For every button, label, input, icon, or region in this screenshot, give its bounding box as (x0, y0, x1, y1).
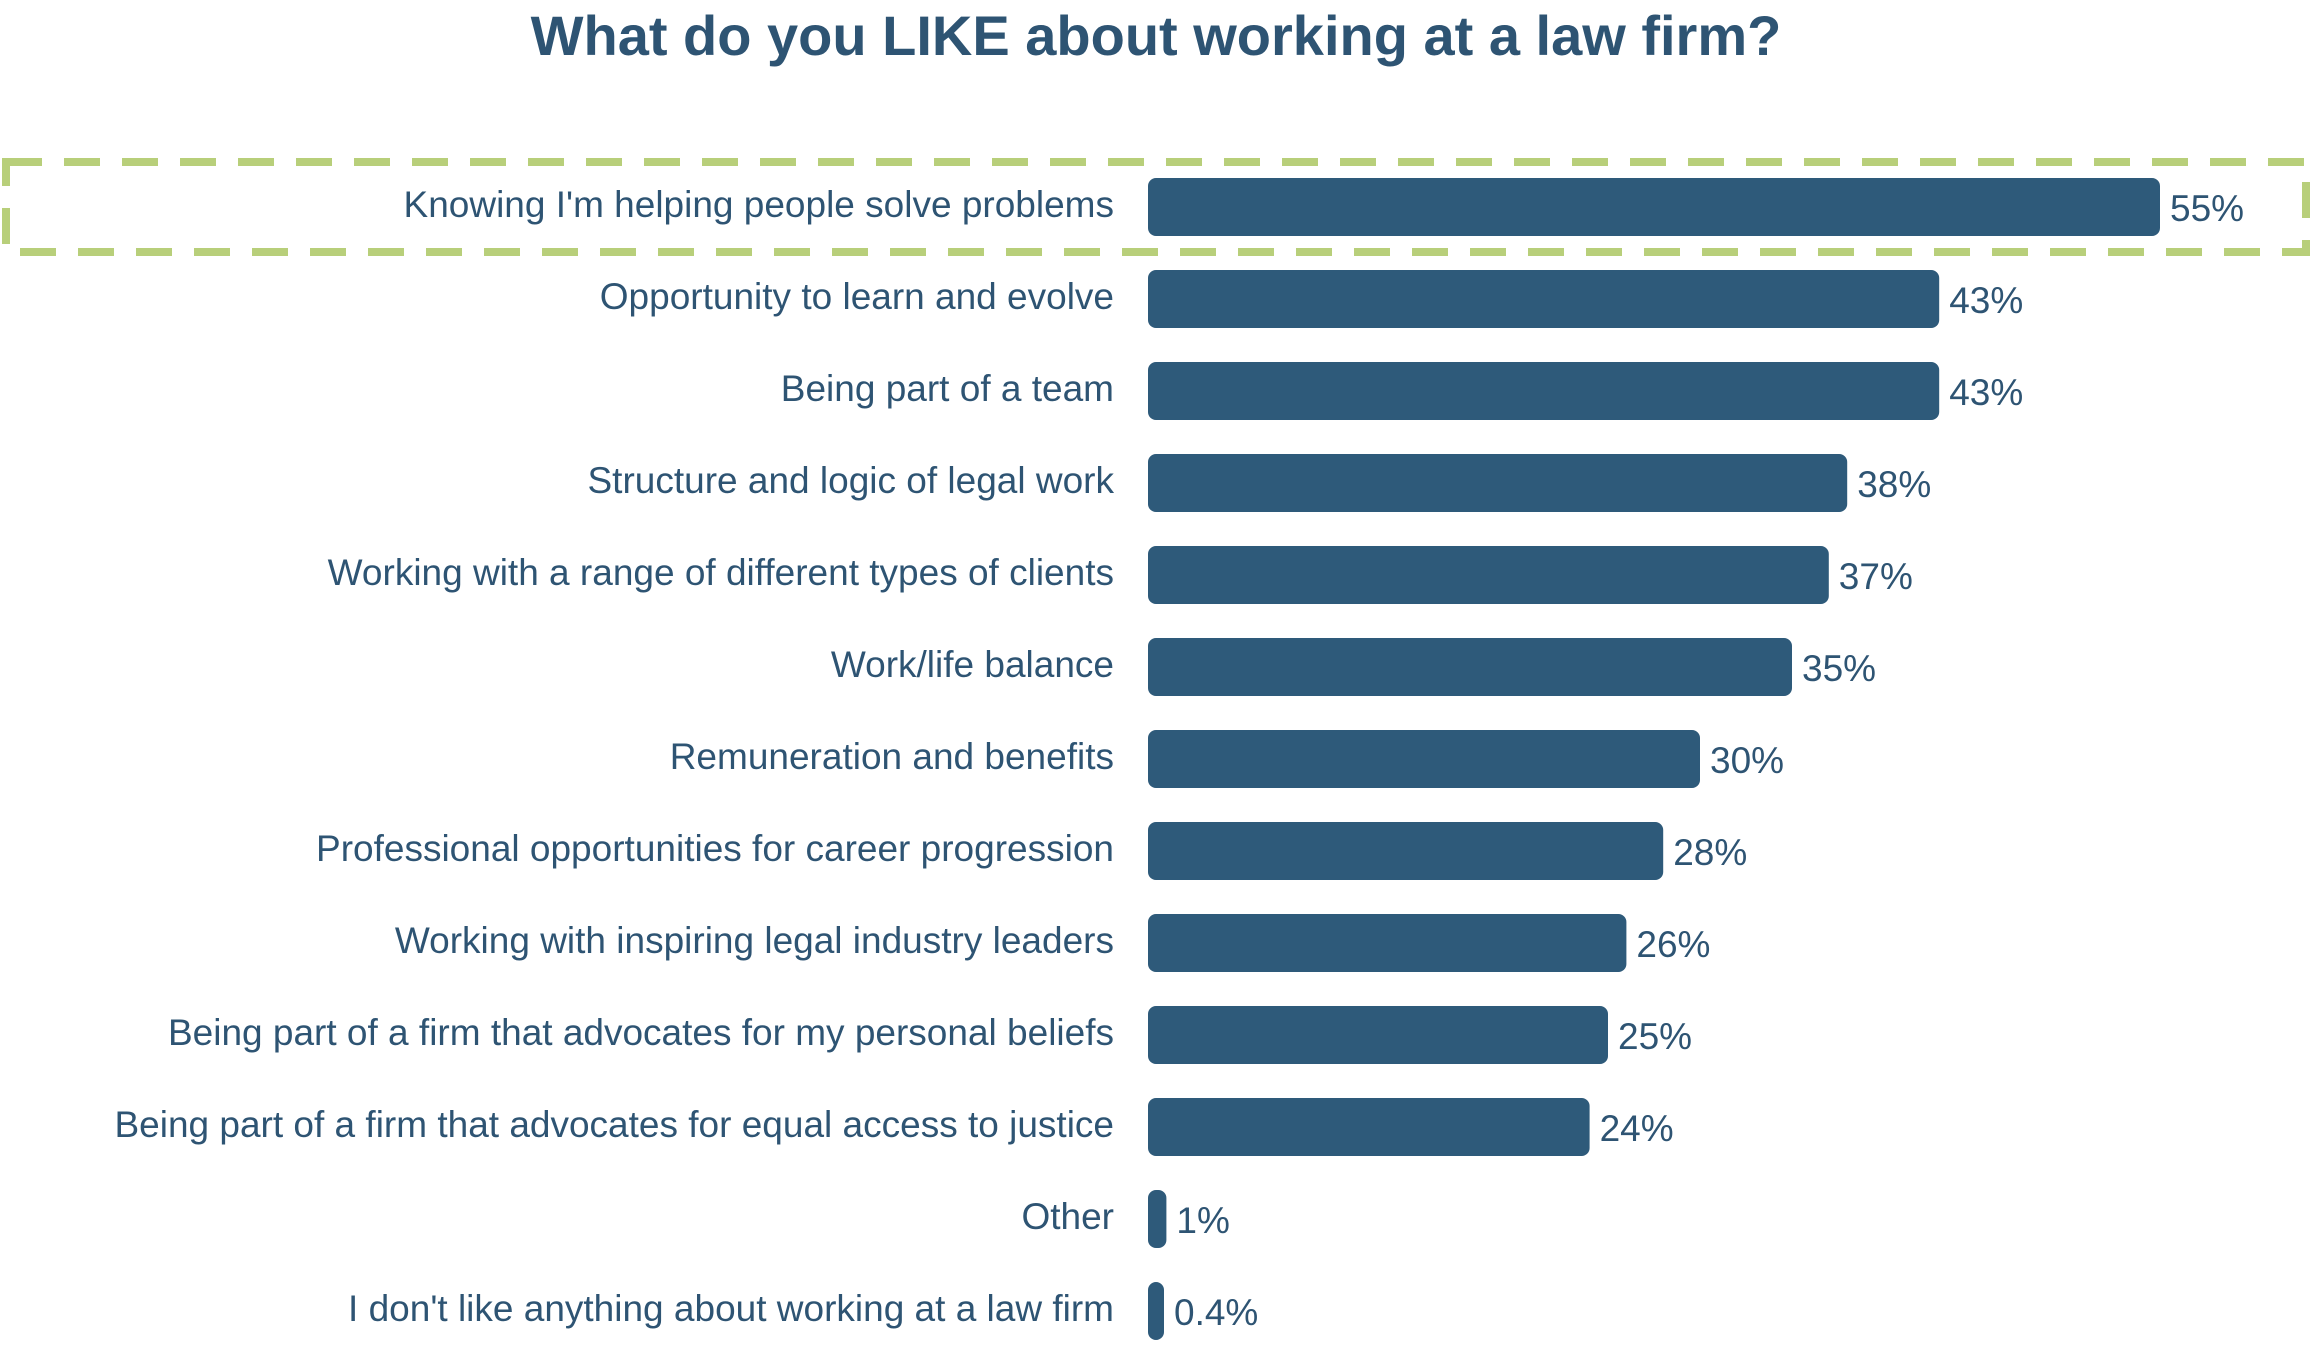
value-label: 35% (1802, 648, 1876, 689)
category-label: Structure and logic of legal work (588, 460, 1115, 501)
bar (1148, 730, 1700, 788)
category-label: Being part of a firm that advocates for … (114, 1104, 1114, 1145)
category-label: Other (1021, 1196, 1114, 1237)
value-label: 0.4% (1174, 1292, 1258, 1333)
bar (1148, 454, 1848, 512)
category-label: Being part of a firm that advocates for … (168, 1012, 1114, 1053)
value-label: 1% (1176, 1200, 1229, 1241)
value-label: 25% (1618, 1016, 1692, 1057)
category-label: Being part of a team (781, 368, 1114, 409)
bar (1148, 546, 1829, 604)
category-label: Knowing I'm helping people solve problem… (404, 184, 1114, 225)
bar (1148, 638, 1792, 696)
category-label: Work/life balance (831, 644, 1114, 685)
category-label: Opportunity to learn and evolve (600, 276, 1114, 317)
bar (1148, 914, 1627, 972)
bar (1148, 362, 1940, 420)
category-label: Working with a range of different types … (328, 552, 1114, 593)
value-label: 30% (1710, 740, 1784, 781)
value-label: 43% (1949, 280, 2023, 321)
bar (1148, 1006, 1608, 1064)
bar (1148, 178, 2160, 236)
value-label: 43% (1949, 372, 2023, 413)
value-label: 24% (1600, 1108, 1674, 1149)
value-label: 38% (1857, 464, 1931, 505)
value-label: 26% (1636, 924, 1710, 965)
category-label: Remuneration and benefits (670, 736, 1114, 777)
bar (1148, 270, 1940, 328)
category-label: Working with inspiring legal industry le… (395, 920, 1114, 961)
bar (1148, 822, 1664, 880)
bar (1148, 1190, 1167, 1248)
value-label: 28% (1673, 832, 1747, 873)
value-label: 37% (1839, 556, 1913, 597)
highlight-box (2, 158, 2310, 256)
value-label: 55% (2170, 188, 2244, 229)
category-label: I don't like anything about working at a… (348, 1288, 1114, 1329)
category-label: Professional opportunities for career pr… (316, 828, 1114, 869)
bar (1148, 1098, 1590, 1156)
bar (1148, 1282, 1164, 1340)
chart-title: What do you LIKE about working at a law … (530, 4, 1782, 67)
